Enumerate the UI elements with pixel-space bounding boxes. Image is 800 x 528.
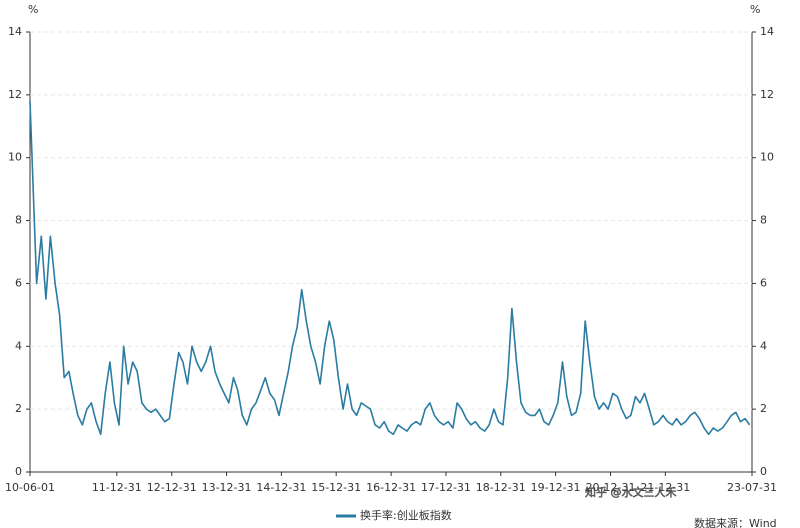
y-tick-label: 8 xyxy=(15,214,22,227)
y2-unit: % xyxy=(750,3,760,16)
source-note: 数据来源：Wind xyxy=(694,516,777,528)
y-tick-label: 10 xyxy=(8,151,22,164)
x-tick-label: 20-12-31 xyxy=(586,481,636,494)
line xyxy=(29,101,751,436)
x-tick-label: 17-12-31 xyxy=(421,481,471,494)
y2-tick-label: 12 xyxy=(760,88,774,101)
y-tick-label: 0 xyxy=(15,465,22,478)
y2-tick-label: 8 xyxy=(760,214,767,227)
y-tick-label: 2 xyxy=(15,402,22,415)
x-tick-label: 12-12-31 xyxy=(147,481,197,494)
x-tick-label: 10-06-01 xyxy=(5,481,55,494)
y-tick-label: 6 xyxy=(15,276,22,289)
y2-tick-label: 14 xyxy=(760,25,774,38)
x-tick-label: 21-12-31 xyxy=(640,481,690,494)
y2-tick-label: 0 xyxy=(760,465,767,478)
y2-tick-label: 4 xyxy=(760,339,767,352)
x-tick-label: 14-12-31 xyxy=(256,481,306,494)
legend-label: 换手率:创业板指数 xyxy=(360,508,452,522)
x-tick-label: 23-07-31 xyxy=(727,481,777,494)
x-tick-label: 13-12-31 xyxy=(202,481,252,494)
y-tick-label: 4 xyxy=(15,339,22,352)
watermark: 知乎 @水文三人禾 xyxy=(585,485,677,499)
y-unit: % xyxy=(28,3,38,16)
y2-tick-label: 6 xyxy=(760,276,767,289)
x-tick-label: 18-12-31 xyxy=(476,481,526,494)
x-tick-label: 11-12-31 xyxy=(92,481,142,494)
y-tick-label: 14 xyxy=(8,25,22,38)
y2-tick-label: 10 xyxy=(760,151,774,164)
x-tick-label: 15-12-31 xyxy=(311,481,361,494)
y-tick-label: 12 xyxy=(8,88,22,101)
y2-tick-label: 2 xyxy=(760,402,767,415)
x-tick-label: 16-12-31 xyxy=(366,481,416,494)
x-tick-label: 19-12-31 xyxy=(531,481,581,494)
